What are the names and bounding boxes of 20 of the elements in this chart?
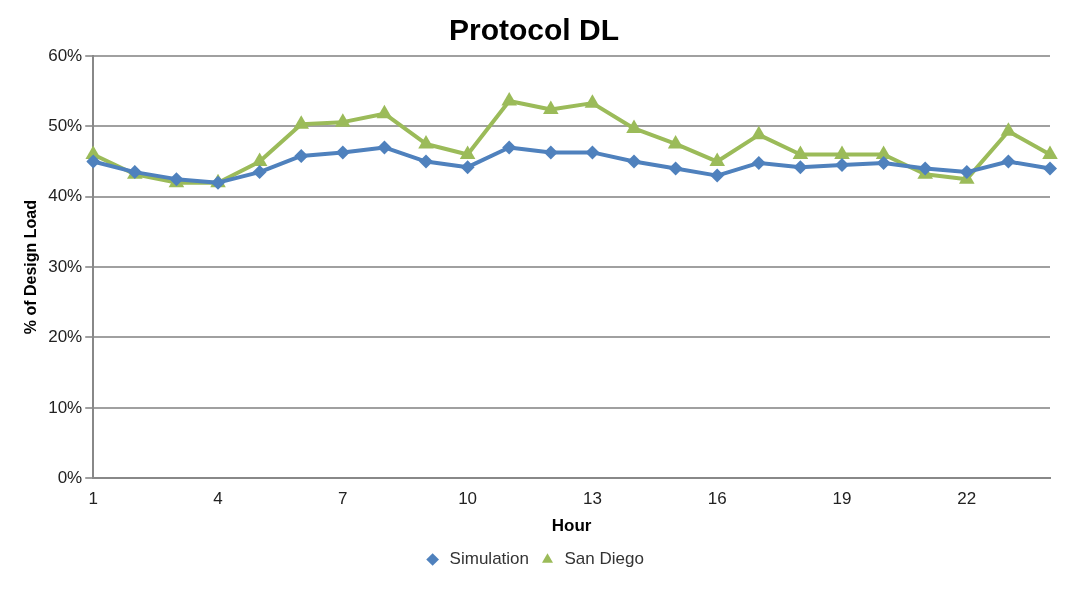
y-tick-label: 50% — [48, 116, 83, 136]
y-tick-label: 0% — [57, 467, 83, 487]
y-tick-label: 60% — [48, 45, 83, 65]
y-tick-label: 10% — [48, 397, 83, 417]
x-tick-label: 13 — [582, 489, 602, 509]
chart-title: Protocol DL — [449, 13, 619, 47]
x-tick-label: 1 — [88, 489, 98, 509]
x-tick-label: 16 — [707, 489, 727, 509]
legend-label: San Diego — [564, 549, 644, 569]
x-tick-label: 22 — [957, 489, 977, 509]
y-tick-label: 20% — [48, 327, 83, 347]
y-tick-label: 30% — [48, 256, 83, 276]
x-tick-label: 19 — [832, 489, 852, 509]
y-axis-title: % of Design Load — [22, 199, 40, 335]
x-tick-label: 10 — [458, 489, 478, 509]
y-tick-label: 40% — [48, 186, 83, 206]
x-tick-label: 4 — [213, 489, 223, 509]
legend-label: Simulation — [449, 549, 529, 569]
x-tick-label: 7 — [338, 489, 348, 509]
x-axis-title: Hour — [551, 516, 592, 536]
